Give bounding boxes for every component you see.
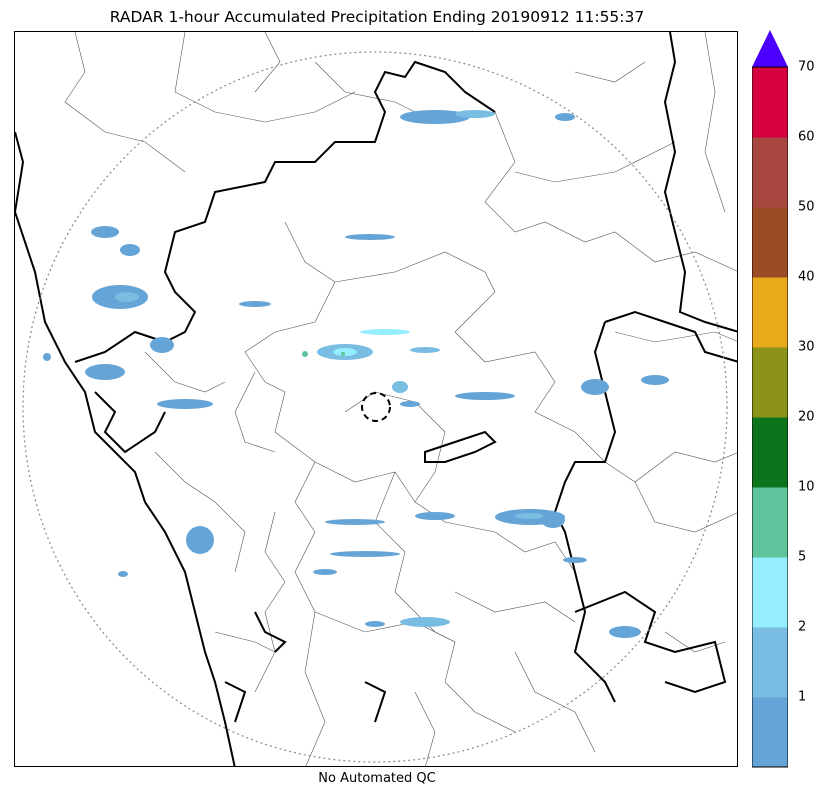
colorbar-tick-label: 40 [798,269,815,285]
colorbar-band [752,137,788,208]
colorbar-tick-label: 2 [798,619,807,635]
district-boundaries [64,32,737,766]
colorbar-band [752,347,788,418]
qc-note: No Automated QC [318,771,436,786]
colorbar-tick-label: 30 [798,339,815,355]
colorbar-tick-label: 1 [798,689,807,705]
radar-site-marker [361,392,391,422]
colorbar-tick-label: 70 [798,59,815,75]
colorbar-band [752,67,788,138]
colorbar-tick-label: 60 [798,129,815,145]
colorbar-tick-label: 50 [798,199,815,215]
colorbar-band [752,277,788,348]
state-boundaries [15,32,737,766]
radar-map[interactable] [14,31,738,767]
map-title: RADAR 1-hour Accumulated Precipitation E… [109,8,645,26]
colorbar-band [752,557,788,628]
colorbar-bands [752,67,788,768]
colorbar-band [752,487,788,558]
precipitation-colorbar [752,30,788,768]
precipitation-echoes [43,110,669,638]
radar-range-ring [22,51,728,763]
colorbar-band [752,207,788,278]
colorbar-band [752,417,788,488]
colorbar-band [752,697,788,768]
colorbar-frame [752,66,788,768]
colorbar-band [752,627,788,698]
colorbar-tick-label: 5 [798,549,807,565]
colorbar-tick-label: 10 [798,479,815,495]
colorbar-tick-label: 20 [798,409,815,425]
colorbar-overflow-arrow [752,30,788,67]
map-canvas [15,32,737,766]
